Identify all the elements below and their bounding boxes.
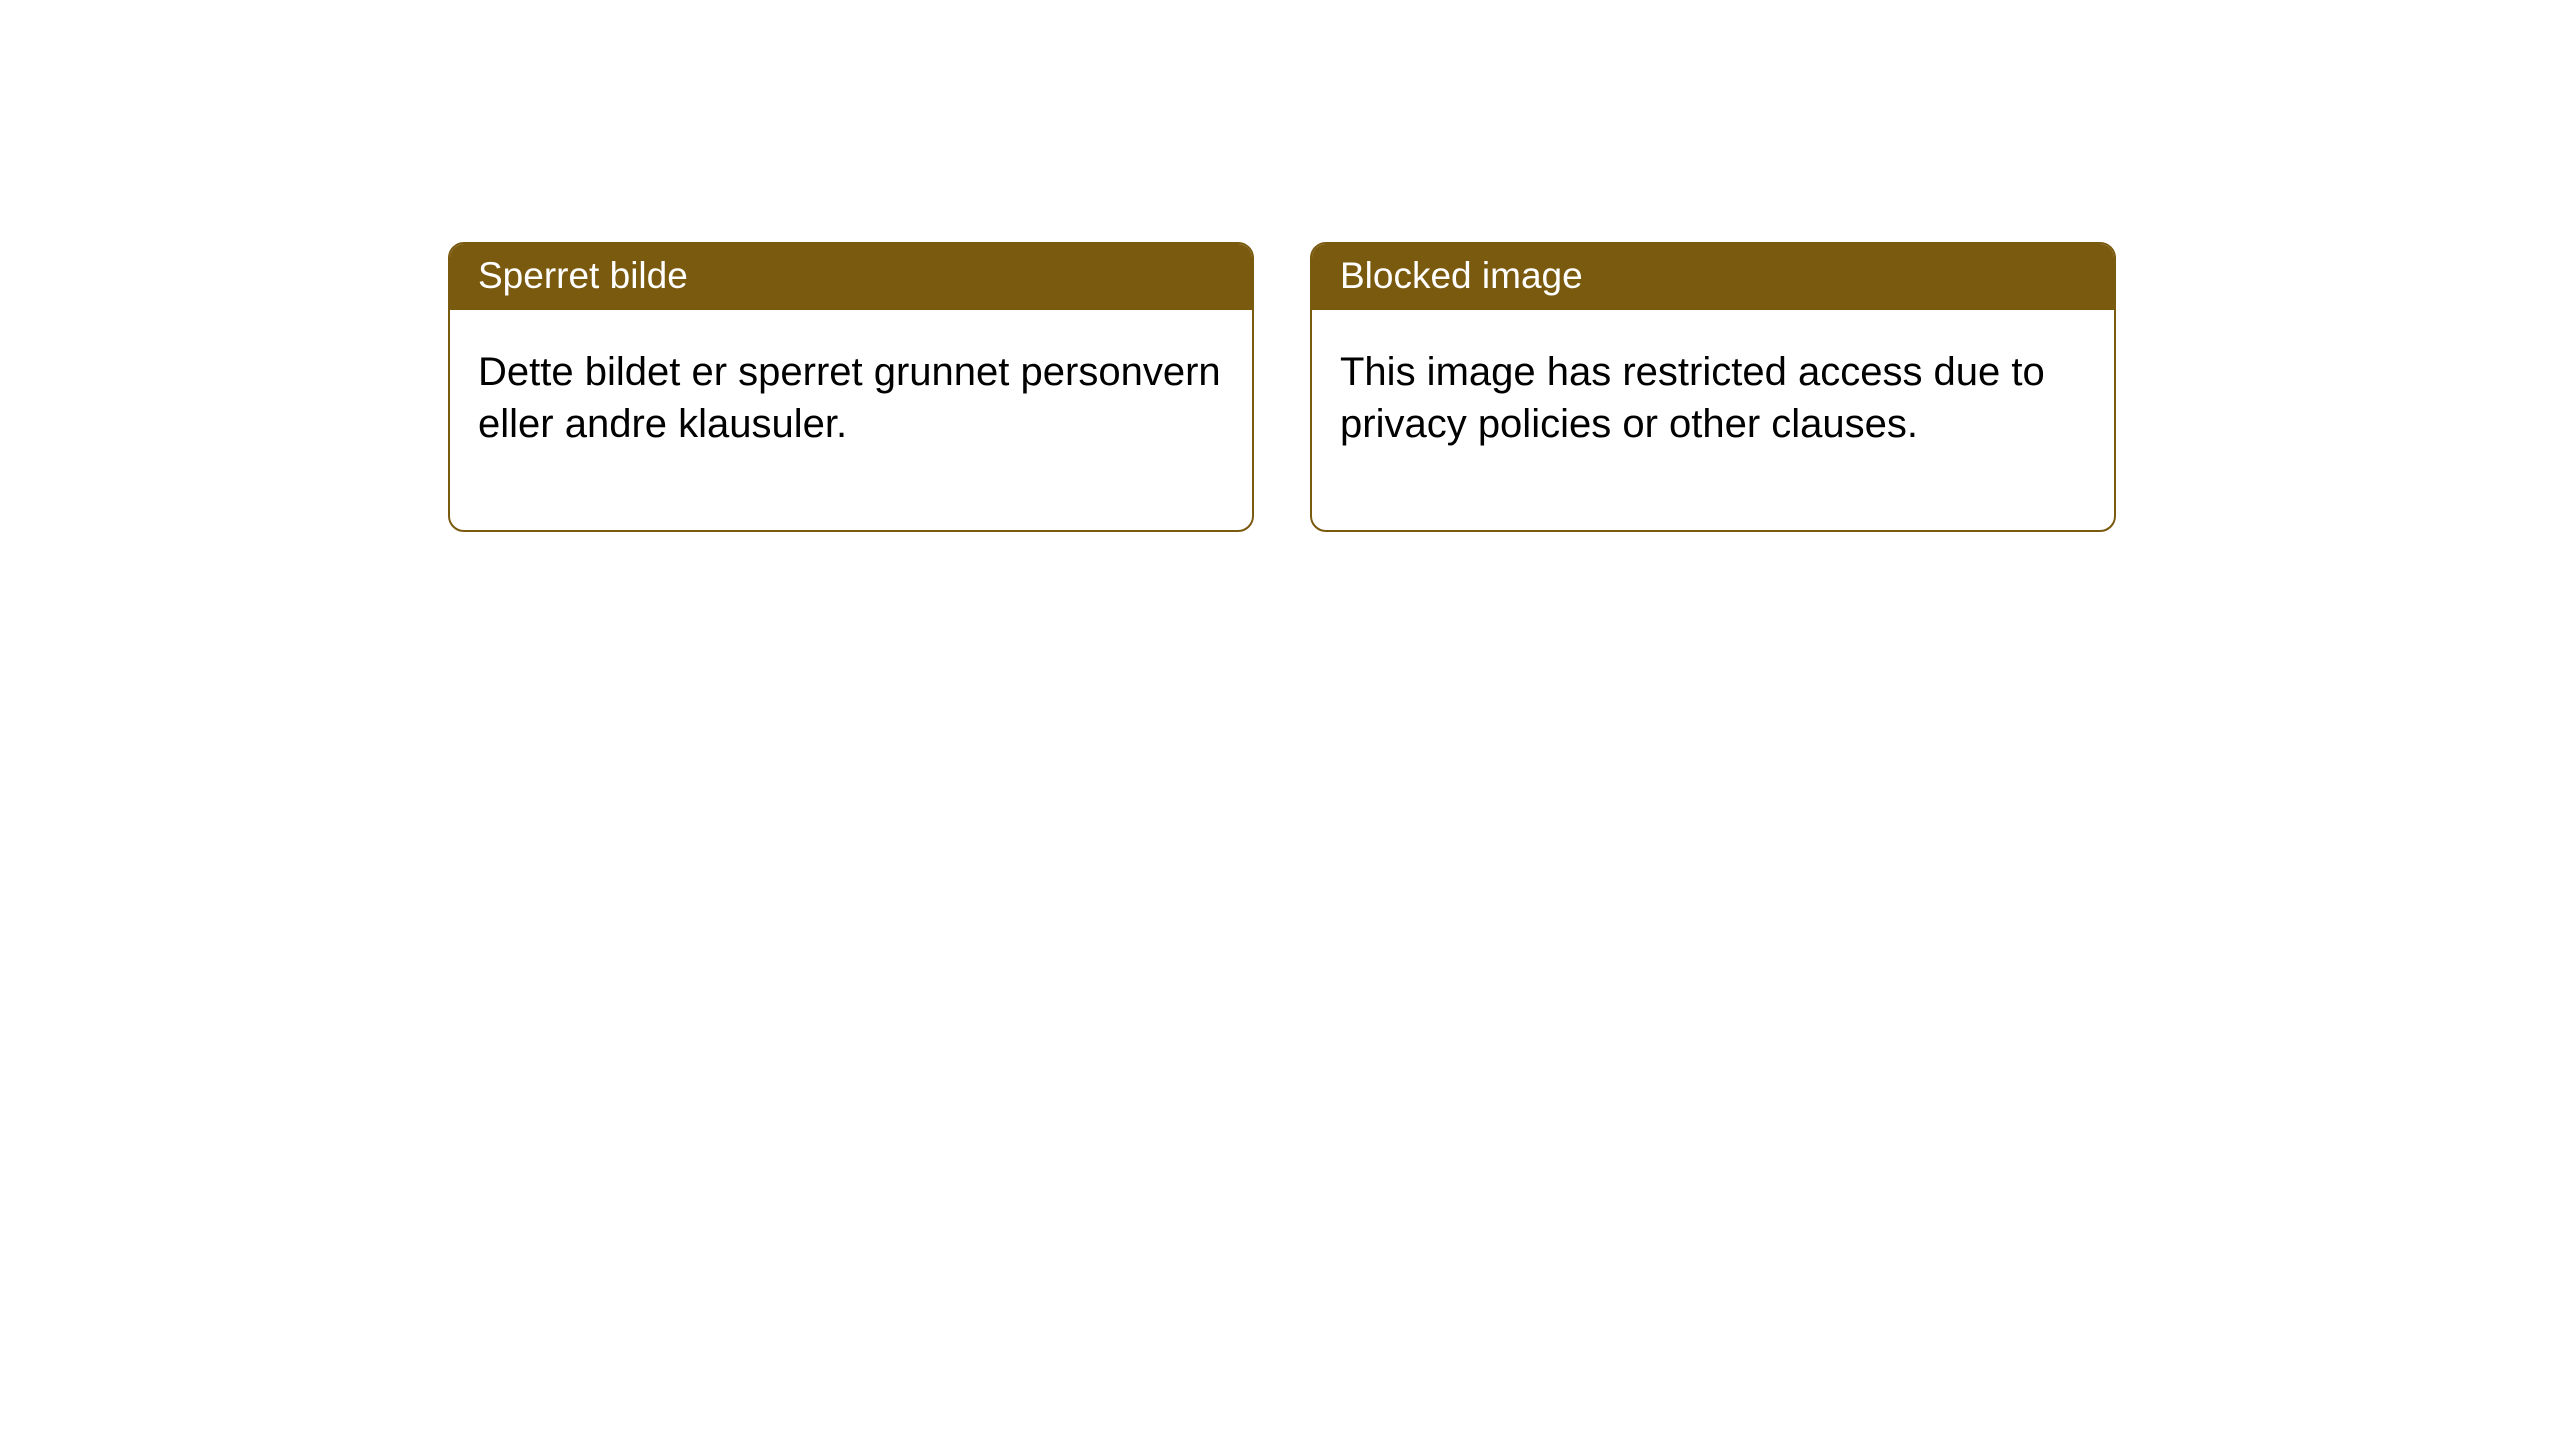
notice-title: Sperret bilde [450, 244, 1252, 310]
notice-body: Dette bildet er sperret grunnet personve… [450, 310, 1252, 530]
notice-card-norwegian: Sperret bilde Dette bildet er sperret gr… [448, 242, 1254, 532]
notice-body: This image has restricted access due to … [1312, 310, 2114, 530]
notice-cards-container: Sperret bilde Dette bildet er sperret gr… [0, 0, 2560, 532]
notice-card-english: Blocked image This image has restricted … [1310, 242, 2116, 532]
notice-title: Blocked image [1312, 244, 2114, 310]
